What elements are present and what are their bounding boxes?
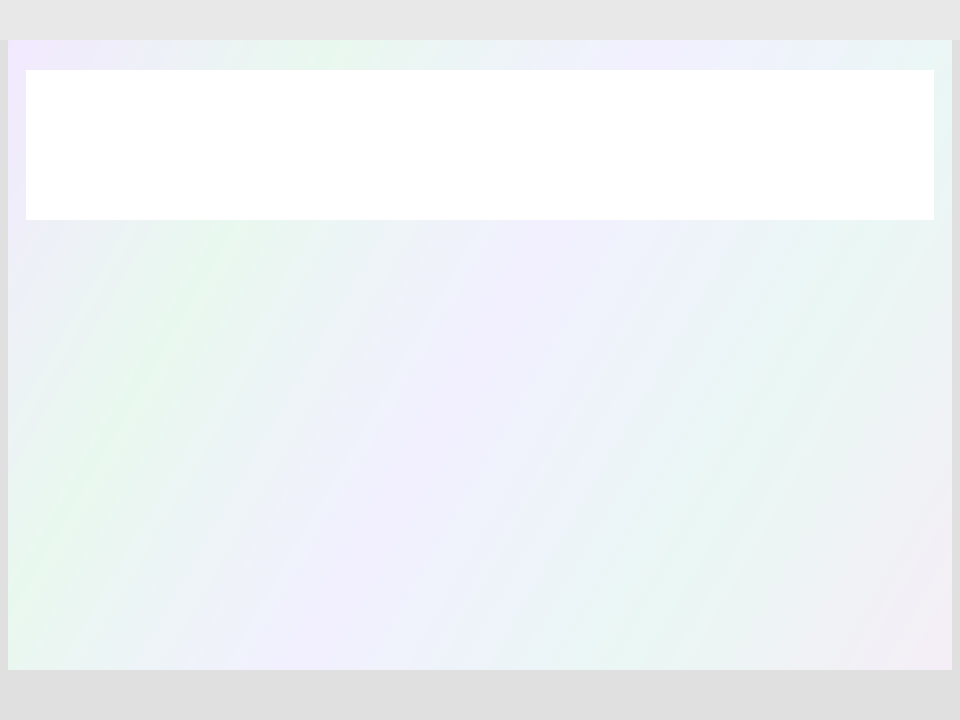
track-diagram-svg bbox=[26, 70, 326, 220]
header-bar bbox=[0, 0, 960, 40]
content-panel bbox=[8, 40, 952, 670]
figure-caption bbox=[26, 226, 934, 257]
diagram-figure bbox=[26, 70, 934, 220]
slide bbox=[0, 0, 960, 720]
